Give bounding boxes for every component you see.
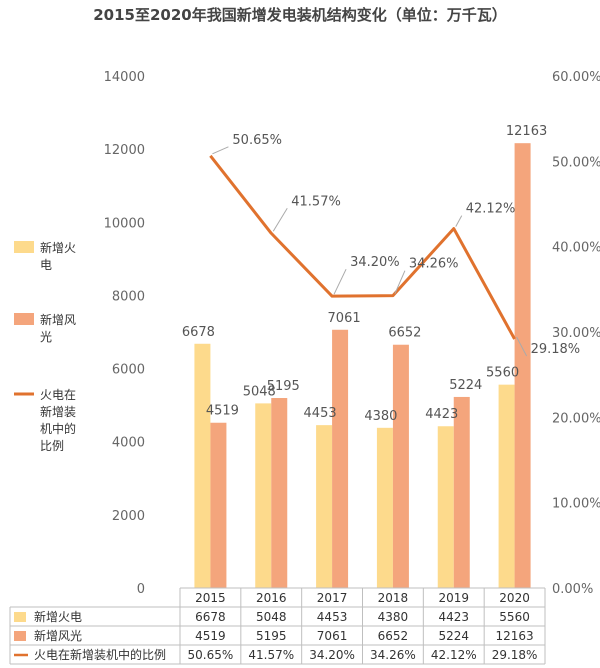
y2-tick-label: 30.00% [552,326,600,341]
legend-label: 新增装 [40,404,76,419]
data-label-thermal: 4380 [364,409,397,424]
y-tick-label: 12000 [104,143,145,158]
data-label-thermal: 4453 [304,406,337,421]
bar-thermal [255,403,272,588]
table-cell: 29.18% [492,648,538,662]
legend-label: 火电在 [40,388,76,402]
x-tick-label: 2018 [378,591,409,605]
table-cell: 50.65% [188,648,234,662]
bar-wind-solar [271,398,288,588]
data-label-wind-solar: 6652 [388,326,421,341]
bar-wind-solar [392,344,409,588]
bars [194,143,531,589]
table-cell: 6652 [378,629,409,643]
bar-wind-solar [210,422,227,588]
legend-label: 机中的 [40,421,76,436]
y2-tick-label: 20.00% [552,411,600,426]
y-tick-label: 6000 [112,363,145,378]
table-cell: 5560 [499,610,530,624]
table-cell: 4380 [378,610,409,624]
ratio-leader-line [516,336,528,357]
table-key-swatch [14,631,26,641]
x-tick-label: 2015 [195,591,226,605]
data-label-wind-solar: 5195 [267,379,300,394]
bar-thermal [316,425,333,588]
data-label-ratio: 34.26% [409,257,459,272]
ratio-leader-line [212,146,229,155]
y-tick-label: 0 [137,582,145,597]
table-cell: 41.57% [248,648,294,662]
table-cell: 4519 [195,629,226,643]
table-cell: 42.12% [431,648,477,662]
data-label-ratio: 50.65% [232,133,282,148]
legend-swatch [14,313,34,325]
legend-label: 比例 [40,439,64,453]
table-cell: 34.20% [309,648,355,662]
bar-wind-solar [332,329,349,588]
y2-tick-label: 60.00% [552,70,600,85]
x-tick-label: 2019 [438,591,469,605]
y-tick-label: 2000 [112,509,145,524]
data-labels: 6678 5048 4453 4380 4423 5560 4519 5195 7061 6652… [182,124,580,424]
x-tick-label: 2017 [317,591,348,605]
y2-tick-label: 50.00% [552,155,600,170]
y2-tick-label: 40.00% [552,241,600,256]
data-label-thermal: 5048 [243,384,276,399]
line-thermal-ratio [209,154,516,340]
bar-thermal [498,384,515,588]
data-table: 2015 2016 2017 2018 2019 2020 新增火电 6678 5048 4453… [9,587,546,665]
chart-title: 2015至2020年我国新增发电装机结构变化（单位：万千瓦） [93,6,507,24]
y-tick-label: 4000 [112,436,145,451]
data-label-wind-solar: 4519 [206,404,239,419]
data-label-wind-solar: 5224 [449,378,482,393]
ratio-leader-line [333,268,347,295]
legend-label: 新增风 [40,312,76,327]
bar-thermal [437,426,454,588]
legend-swatch [14,241,34,253]
table-key-swatch [14,612,26,622]
legend-label: 光 [40,330,52,344]
table-row-label: 新增风光 [34,628,82,643]
bar-thermal [376,427,393,588]
table-cell: 7061 [317,629,348,643]
x-tick-label: 2016 [256,591,287,605]
table-row-label: 火电在新增装机中的比例 [34,647,166,662]
data-label-thermal: 6678 [182,325,215,340]
data-label-wind-solar: 12163 [506,124,547,139]
table-cell: 4453 [317,610,348,624]
ratio-leader-line [394,270,406,294]
y2-tick-label: 0.00% [552,582,593,597]
y2-tick-label: 10.00% [552,497,600,512]
table-cell: 5224 [438,629,469,643]
table-cell: 12163 [495,629,533,643]
bar-thermal [194,343,211,588]
bar-wind-solar [514,143,531,589]
data-label-ratio: 29.18% [531,342,581,357]
ratio-leader-line [272,208,288,232]
data-label-thermal: 4423 [425,407,458,422]
legend-label: 新增火 [40,240,76,255]
y-tick-label: 8000 [112,289,145,304]
table-cell: 6678 [195,610,226,624]
data-label-ratio: 41.57% [291,194,341,209]
table-cell: 5195 [256,629,287,643]
ratio-line [209,154,516,340]
bar-wind-solar [453,396,470,588]
y-tick-label: 10000 [104,216,145,231]
ratio-leader-line [455,215,463,227]
y-tick-label: 14000 [104,70,145,85]
table-cell: 34.26% [370,648,416,662]
data-label-thermal: 5560 [486,366,519,381]
legend-label: 电 [40,258,52,272]
table-cell: 5048 [256,610,287,624]
table-cell: 4423 [438,610,469,624]
table-row-label: 新增火电 [34,609,82,624]
data-label-ratio: 42.12% [466,202,516,217]
data-label-wind-solar: 7061 [328,311,361,326]
x-tick-label: 2020 [499,591,530,605]
data-label-ratio: 34.20% [350,255,400,270]
